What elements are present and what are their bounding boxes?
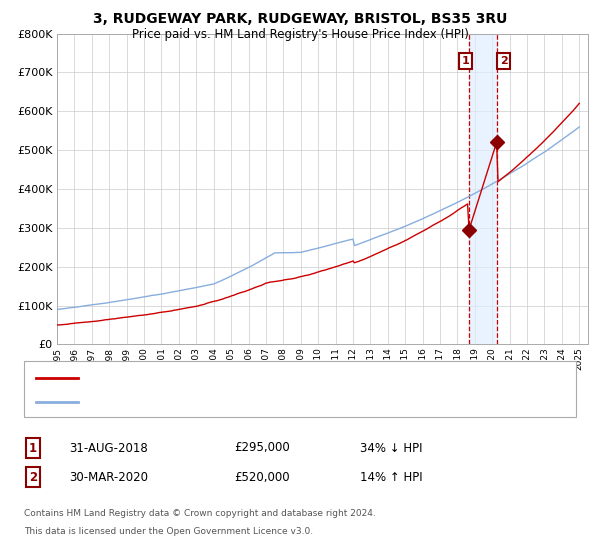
Text: 3, RUDGEWAY PARK, RUDGEWAY, BRISTOL, BS35 3RU (detached house): 3, RUDGEWAY PARK, RUDGEWAY, BRISTOL, BS3…	[87, 373, 460, 383]
Text: £295,000: £295,000	[234, 441, 290, 455]
Text: 30-MAR-2020: 30-MAR-2020	[69, 470, 148, 484]
Text: 34% ↓ HPI: 34% ↓ HPI	[360, 441, 422, 455]
Text: 2: 2	[500, 56, 508, 66]
Bar	[469, 34, 497, 344]
Text: £520,000: £520,000	[234, 470, 290, 484]
Text: 1: 1	[461, 56, 469, 66]
Text: 1: 1	[29, 441, 37, 455]
Text: 3, RUDGEWAY PARK, RUDGEWAY, BRISTOL, BS35 3RU: 3, RUDGEWAY PARK, RUDGEWAY, BRISTOL, BS3…	[93, 12, 507, 26]
Text: This data is licensed under the Open Government Licence v3.0.: This data is licensed under the Open Gov…	[24, 527, 313, 536]
Text: 14% ↑ HPI: 14% ↑ HPI	[360, 470, 422, 484]
Text: 2: 2	[29, 470, 37, 484]
Text: Contains HM Land Registry data © Crown copyright and database right 2024.: Contains HM Land Registry data © Crown c…	[24, 509, 376, 518]
Text: Price paid vs. HM Land Registry's House Price Index (HPI): Price paid vs. HM Land Registry's House …	[131, 28, 469, 41]
Text: HPI: Average price, detached house, South Gloucestershire: HPI: Average price, detached house, Sout…	[87, 396, 396, 407]
Text: 31-AUG-2018: 31-AUG-2018	[69, 441, 148, 455]
